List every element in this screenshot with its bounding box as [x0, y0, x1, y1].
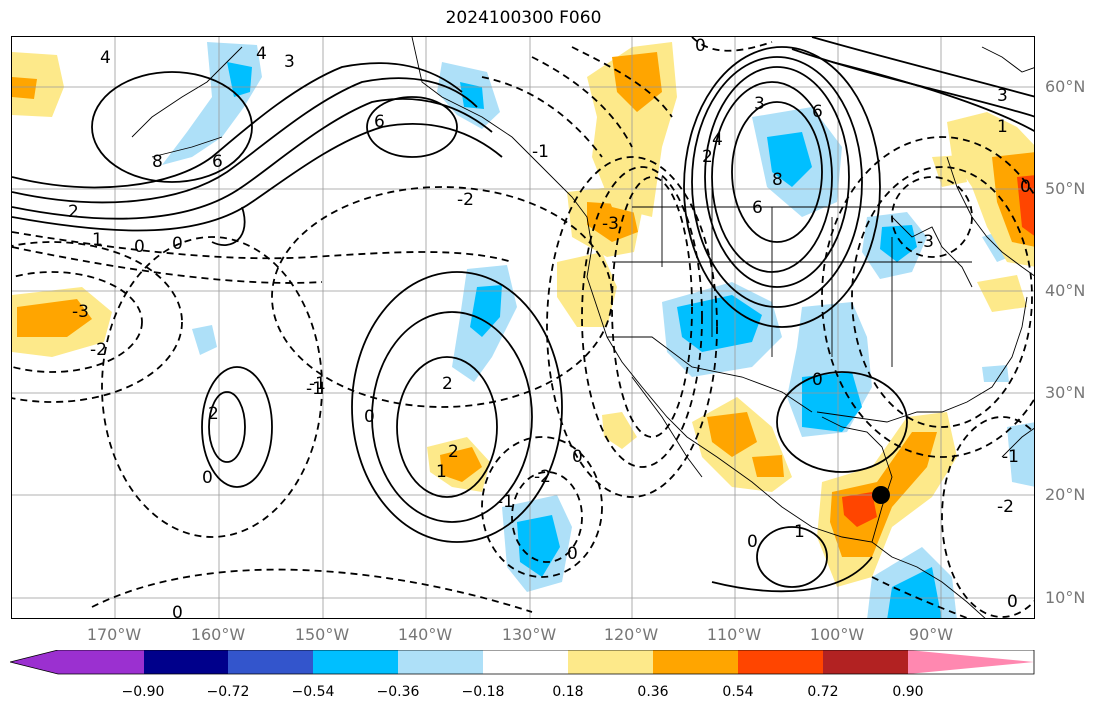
- lon-label: 120°W: [603, 625, 659, 644]
- contour-label: 2: [442, 374, 453, 394]
- lon-label: 160°W: [190, 625, 246, 644]
- contour-labels: 4 6 8 6 4 3 2 1 0 0 -3 -2 -1 2 -1 0 2 0 …: [68, 37, 1031, 619]
- colorbar-segment: [313, 650, 398, 674]
- colorbar-segment: [58, 650, 144, 674]
- contour-label: 1: [794, 522, 805, 542]
- colorbar-segment: [483, 650, 568, 674]
- colorbar-tick: 0.18: [552, 684, 584, 700]
- contour-label: 4: [100, 48, 111, 68]
- contour-label: 2: [702, 147, 713, 167]
- contour-label: 2: [208, 404, 219, 424]
- contour-label: -2: [997, 497, 1014, 517]
- contour-label: -1: [497, 492, 514, 512]
- contour-label: -2: [534, 467, 551, 487]
- contour-label: -2: [90, 340, 107, 360]
- lon-label: 130°W: [501, 625, 557, 644]
- lat-label: 20°N: [1045, 485, 1086, 504]
- map-panel: 4 6 8 6 4 3 2 1 0 0 -3 -2 -1 2 -1 0 2 0 …: [11, 36, 1035, 619]
- lat-label: 10°N: [1045, 588, 1086, 607]
- contour-label: 6: [752, 198, 763, 218]
- lat-label: 40°N: [1045, 281, 1086, 300]
- colorbar-segment: [10, 650, 58, 674]
- contour-label: -1: [532, 142, 549, 162]
- contour-label: 8: [152, 152, 163, 172]
- contour-label: 6: [812, 102, 823, 122]
- colorbar-segment: [398, 650, 483, 674]
- colorbar-segment: [653, 650, 738, 674]
- colorbar-tick: −0.54: [291, 684, 335, 700]
- graticule: [12, 37, 1034, 618]
- contour-label: 4: [712, 130, 723, 150]
- lat-label: 30°N: [1045, 383, 1086, 402]
- contour-label: 0: [202, 468, 213, 488]
- colorbar-tick: 0.36: [637, 684, 669, 700]
- contour-label: -1: [306, 379, 323, 399]
- contour-label: 1: [436, 462, 447, 482]
- lon-label: 90°W: [908, 625, 954, 644]
- colorbar-tick: −0.90: [121, 684, 165, 700]
- colorbar-segment: [144, 650, 228, 674]
- contour-label: 0: [812, 370, 823, 390]
- map-title: 2024100300 F060: [445, 8, 602, 28]
- coastlines: [131, 37, 1034, 618]
- contour-label: 0: [364, 407, 375, 427]
- colorbar-segment: [228, 650, 313, 674]
- contour-label: 0: [1007, 592, 1018, 612]
- contour-label: -3: [917, 232, 934, 252]
- map-canvas: 4 6 8 6 4 3 2 1 0 0 -3 -2 -1 2 -1 0 2 0 …: [12, 37, 1034, 619]
- colorbar: [10, 650, 1035, 675]
- contour-label: 0: [172, 603, 183, 619]
- storm-marker: [872, 486, 890, 504]
- contour-label: 6: [374, 112, 385, 132]
- colorbar-tick: 0.72: [807, 684, 839, 700]
- colorbar-tick: 0.90: [892, 684, 924, 700]
- lon-label: 150°W: [294, 625, 350, 644]
- lon-label: 100°W: [809, 625, 865, 644]
- contour-label: 0: [572, 447, 583, 467]
- contour-label: 8: [772, 170, 783, 190]
- contour-label: 0: [172, 234, 183, 254]
- contour-label: -1: [309, 374, 326, 394]
- lon-label: 140°W: [397, 625, 453, 644]
- contour-label: 3: [284, 52, 295, 72]
- contours-dashed: [12, 37, 1034, 618]
- contour-label: 0: [1020, 177, 1031, 197]
- contour-label: 0: [747, 532, 758, 552]
- contour-label: 1: [92, 230, 103, 250]
- contour-label: 3: [997, 86, 1008, 106]
- colorbar-segment: [738, 650, 823, 674]
- contour-label: 0: [695, 37, 706, 56]
- contour-label: 2: [68, 202, 79, 222]
- contour-label: 3: [754, 94, 765, 114]
- lat-label: 60°N: [1045, 77, 1086, 96]
- lat-label: 50°N: [1045, 179, 1086, 198]
- colorbar-segment: [568, 650, 653, 674]
- lon-label: 110°W: [706, 625, 762, 644]
- contour-label: 0: [134, 237, 145, 257]
- contour-label: -3: [72, 302, 89, 322]
- contour-label: 6: [212, 152, 223, 172]
- colorbar-outline: [10, 650, 1035, 675]
- lon-label: 170°W: [86, 625, 142, 644]
- contour-label: 1: [997, 117, 1008, 137]
- contour-label: -1: [1002, 447, 1019, 467]
- contour-label: 4: [256, 44, 267, 64]
- colorbar-tick: 0.54: [722, 684, 754, 700]
- contour-label: -3: [602, 214, 619, 234]
- colorbar-tick: −0.18: [461, 684, 505, 700]
- colorbar-segment: [908, 650, 1034, 674]
- colorbar-segment: [823, 650, 908, 674]
- shading-layer: [12, 42, 1034, 618]
- contour-label: 0: [567, 544, 578, 564]
- contour-label: 2: [448, 442, 459, 462]
- contour-label: -2: [457, 190, 474, 210]
- colorbar-tick: −0.72: [206, 684, 250, 700]
- contours-solid: [12, 37, 1034, 593]
- colorbar-tick: −0.36: [376, 684, 420, 700]
